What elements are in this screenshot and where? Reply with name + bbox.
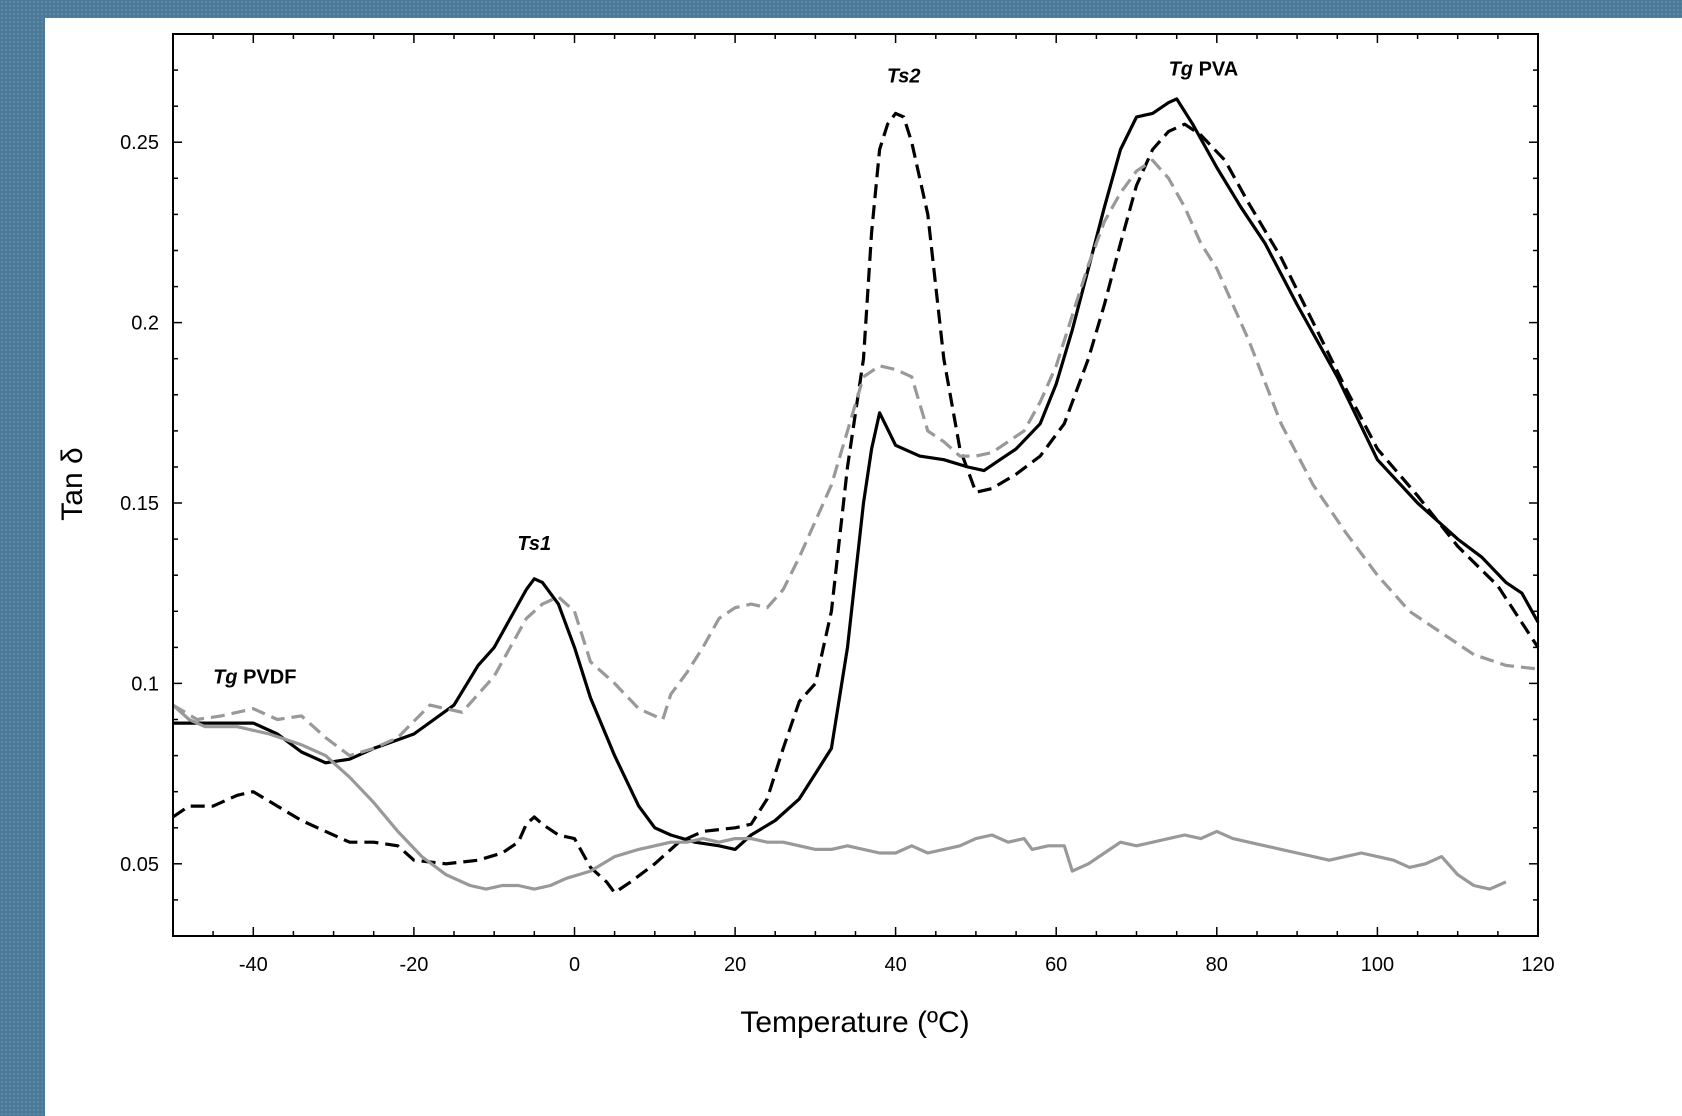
y-tick-label: 0.15 — [120, 493, 159, 515]
series-line-2 — [173, 113, 1538, 892]
annotation-label: Ts1 — [517, 533, 551, 555]
x-tick-labels: -40 -20 0 20 40 60 80 100 120 — [239, 954, 1555, 976]
tan-delta-chart: -40 -20 0 20 40 60 80 100 120 0.05 0.1 0.15 0.2 0.25… — [45, 18, 1682, 1116]
x-tick-label: 60 — [1045, 954, 1067, 976]
x-tick-label: 80 — [1206, 954, 1228, 976]
axis-ticks — [173, 34, 1538, 936]
x-tick-label: 20 — [724, 954, 746, 976]
x-tick-label: 40 — [884, 954, 906, 976]
x-tick-label: -40 — [239, 954, 268, 976]
x-axis-title: Temperature (ºC) — [740, 1006, 969, 1039]
x-tick-label: 0 — [569, 954, 580, 976]
annotation-label: Tg PVA — [1169, 59, 1239, 81]
y-tick-labels: 0.05 0.1 0.15 0.2 0.25 — [120, 132, 159, 876]
y-axis-title: Tan δ — [56, 447, 89, 520]
series-line-3 — [173, 160, 1538, 755]
y-tick-label: 0.1 — [131, 673, 159, 695]
plot-frame — [173, 34, 1538, 936]
x-tick-label: 120 — [1521, 954, 1554, 976]
x-tick-label: -20 — [399, 954, 428, 976]
annotation-label: Ts2 — [887, 66, 921, 88]
plot-lines — [173, 99, 1538, 893]
annotation-label: Tg PVDF — [213, 666, 296, 688]
y-tick-label: 0.2 — [131, 313, 159, 335]
y-tick-label: 0.05 — [120, 854, 159, 876]
series-line-4 — [173, 705, 1506, 889]
series-line-1 — [173, 99, 1538, 850]
x-tick-label: 100 — [1361, 954, 1394, 976]
y-tick-label: 0.25 — [120, 132, 159, 154]
figure-canvas: -40 -20 0 20 40 60 80 100 120 0.05 0.1 0.15 0.2 0.25… — [45, 18, 1682, 1116]
annotations: Tg PVDF Ts1 Ts2 Tg PVA — [213, 59, 1238, 689]
